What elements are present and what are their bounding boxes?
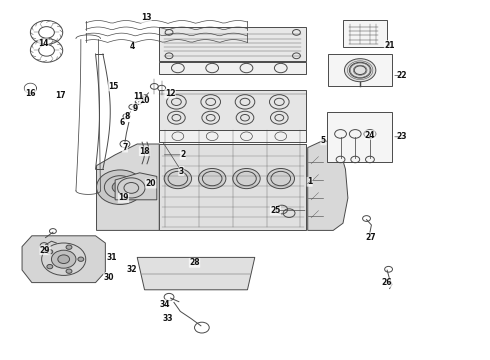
Polygon shape [308,140,348,230]
Text: 25: 25 [270,206,281,215]
Circle shape [58,255,70,264]
Text: 28: 28 [189,258,200,267]
Text: 18: 18 [139,147,150,156]
Text: 17: 17 [55,91,66,100]
Bar [343,20,387,47]
Circle shape [47,249,53,254]
Circle shape [164,168,192,189]
Text: 31: 31 [106,253,117,262]
Text: 32: 32 [126,266,137,274]
Text: 3: 3 [179,166,184,175]
Polygon shape [159,130,306,142]
Circle shape [198,168,226,189]
Bar [327,112,392,162]
Polygon shape [115,173,157,200]
Circle shape [267,168,294,189]
Text: 27: 27 [366,233,376,242]
Polygon shape [22,236,105,283]
Circle shape [78,257,84,261]
Text: 14: 14 [38,39,49,48]
Text: 23: 23 [396,132,407,141]
Text: 24: 24 [365,130,375,139]
Polygon shape [159,144,306,230]
Circle shape [344,59,376,82]
Text: 26: 26 [382,278,392,287]
Circle shape [66,269,72,273]
Text: 13: 13 [141,13,151,22]
Text: 1: 1 [307,177,312,186]
Text: 11: 11 [133,91,144,100]
Text: 33: 33 [162,314,173,323]
Text: 4: 4 [130,42,135,51]
Circle shape [112,181,128,193]
Circle shape [97,170,144,204]
Text: 9: 9 [132,104,137,112]
Circle shape [51,250,76,268]
Text: 34: 34 [160,300,171,309]
Text: 6: 6 [120,118,125,127]
Polygon shape [159,27,306,61]
Text: 7: 7 [122,143,127,152]
Text: 5: 5 [321,136,326,145]
Text: 16: 16 [25,89,36,98]
Text: 30: 30 [103,273,114,282]
Circle shape [66,245,72,249]
Polygon shape [159,90,306,130]
Polygon shape [137,257,255,290]
Polygon shape [97,144,159,230]
Text: 2: 2 [180,150,185,159]
Circle shape [233,168,260,189]
Text: 10: 10 [139,96,150,105]
Polygon shape [159,62,306,74]
Text: 22: 22 [396,71,407,80]
Text: 19: 19 [118,194,129,202]
Text: 8: 8 [125,112,130,121]
Circle shape [47,265,53,269]
Text: 29: 29 [40,246,50,255]
Text: 12: 12 [165,89,175,98]
Text: 20: 20 [146,179,156,188]
Text: 15: 15 [108,82,119,91]
Bar [328,54,392,86]
Text: 21: 21 [384,40,395,49]
